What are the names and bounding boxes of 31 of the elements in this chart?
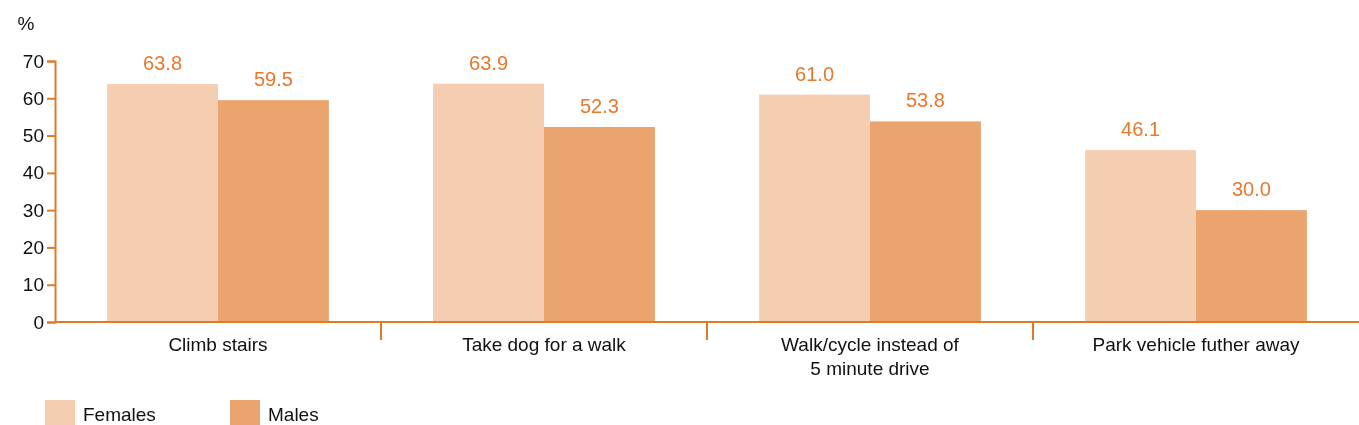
data-label: 46.1 xyxy=(1121,118,1161,141)
y-tick-label: 10 xyxy=(22,274,44,296)
x-tick-label: Walk/cycle instead of 5 minute drive xyxy=(781,334,960,379)
y-tick-label: 30 xyxy=(22,199,44,221)
bar xyxy=(1196,210,1307,322)
bar xyxy=(759,94,870,322)
bar xyxy=(433,83,544,322)
x-tick-label: Climb stairs xyxy=(168,334,268,355)
y-tick-label: 60 xyxy=(22,87,44,109)
data-label: 59.5 xyxy=(253,68,293,91)
bar xyxy=(107,84,218,322)
data-label: 30.0 xyxy=(1231,178,1271,201)
data-label: 61.0 xyxy=(795,62,835,85)
y-tick-label: 50 xyxy=(22,125,44,147)
x-tick-label: Park vehicle futher away xyxy=(1092,334,1300,355)
bar xyxy=(218,100,329,322)
bar xyxy=(870,121,981,322)
y-tick-label: 20 xyxy=(22,237,44,259)
data-label: 63.8 xyxy=(143,52,183,75)
legend-label: Males xyxy=(268,404,319,425)
data-label: 52.3 xyxy=(579,95,619,117)
x-tick-label: Take dog for a walk xyxy=(462,334,627,355)
y-tick-label: 40 xyxy=(22,162,44,184)
data-label: 63.9 xyxy=(469,51,509,74)
bar xyxy=(544,127,655,322)
y-axis-title: % xyxy=(17,13,35,34)
y-tick-label: 0 xyxy=(33,311,44,333)
legend-label: Females xyxy=(83,404,156,425)
bar xyxy=(1085,150,1196,322)
data-label: 53.8 xyxy=(905,89,945,112)
y-tick-label: 70 xyxy=(22,50,44,72)
